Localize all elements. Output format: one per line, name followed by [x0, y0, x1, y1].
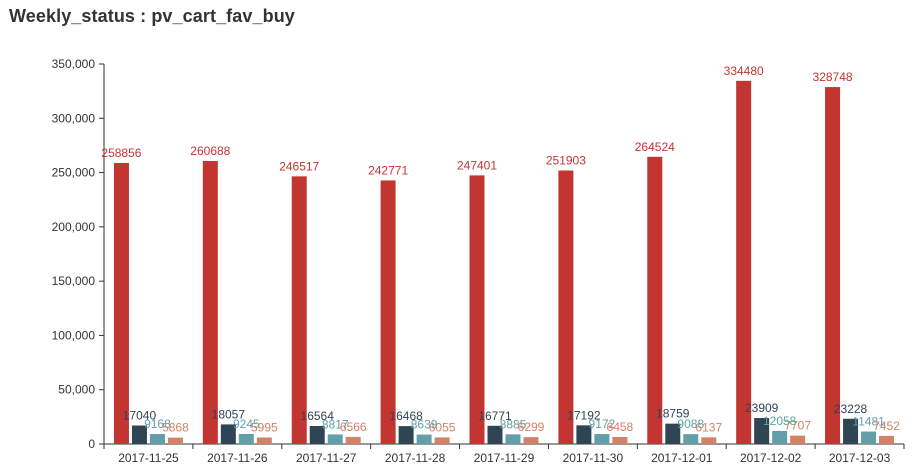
x-tick-label: 2017-11-25 — [118, 451, 179, 465]
data-label: 9245 — [233, 417, 260, 431]
data-label: 251903 — [546, 154, 586, 168]
y-tick-label: 0 — [88, 437, 95, 451]
data-label: 11481 — [852, 415, 885, 429]
bar-series-4-2017-11-30 — [612, 436, 628, 444]
bar-series-1-2017-11-30 — [558, 170, 574, 444]
data-label: 6055 — [429, 420, 456, 434]
y-tick-label: 350,000 — [52, 57, 96, 71]
data-label: 246517 — [279, 159, 319, 173]
bar-series-4-2017-11-29 — [523, 437, 539, 444]
y-tick-label: 150,000 — [52, 274, 96, 288]
x-tick-label: 2017-11-26 — [207, 451, 268, 465]
y-tick-label: 300,000 — [52, 111, 96, 125]
bar-series-4-2017-12-02 — [790, 435, 806, 444]
data-label: 328748 — [813, 70, 853, 84]
x-axis: 2017-11-25 2017-11-26 2017-11-27 2017-11-28… — [103, 443, 905, 465]
bar-series-3-2017-11-30 — [594, 434, 610, 444]
bar-series-3-2017-12-01 — [683, 434, 699, 444]
data-label: 5868 — [162, 421, 189, 435]
data-label: 17040 — [123, 408, 157, 422]
data-label: 18057 — [212, 407, 246, 421]
x-tick-label: 2017-12-03 — [829, 451, 891, 465]
data-label: 16564 — [301, 409, 335, 423]
bar-series-3-2017-11-25 — [149, 434, 165, 444]
bar-series — [113, 80, 895, 445]
bar-series-2-2017-12-01 — [665, 423, 681, 444]
y-axis: 0 50,000 100,000 150,000 200,000 250,000 300,0… — [52, 57, 105, 451]
x-tick-label: 2017-12-02 — [740, 451, 802, 465]
bar-series-2-2017-11-28 — [398, 426, 414, 444]
data-label: 6299 — [518, 420, 545, 434]
data-label: 7452 — [873, 419, 900, 433]
data-label: 6566 — [340, 420, 367, 434]
bar-series-1-2017-11-25 — [113, 162, 129, 444]
data-label: 258856 — [101, 146, 141, 160]
y-tick-label: 250,000 — [52, 166, 96, 180]
data-label: 23909 — [745, 401, 779, 415]
y-tick-label: 100,000 — [52, 328, 96, 342]
x-tick-label: 2017-11-27 — [296, 451, 357, 465]
bar-series-3-2017-11-26 — [238, 433, 254, 444]
data-label: 260688 — [190, 144, 230, 158]
data-label: 8885 — [500, 417, 527, 431]
data-label: 264524 — [635, 140, 675, 154]
bar-series-4-2017-11-25 — [167, 437, 183, 444]
data-label: 334480 — [724, 64, 764, 78]
data-label: 6137 — [695, 420, 722, 434]
bar-series-2-2017-11-27 — [309, 426, 325, 444]
data-label: 9168 — [144, 417, 171, 431]
data-label: 17192 — [567, 408, 601, 422]
bar-series-1-2017-11-28 — [380, 180, 396, 445]
data-label: 8639 — [411, 418, 438, 432]
data-label: 7707 — [784, 419, 811, 433]
chart-title: Weekly_status : pv_cart_fav_buy — [9, 6, 295, 26]
y-tick-label: 50,000 — [58, 383, 95, 397]
data-label: 9172 — [589, 417, 616, 431]
x-tick-label: 2017-11-28 — [385, 451, 446, 465]
bar-series-2-2017-12-03 — [843, 418, 859, 444]
x-tick-label: 2017-11-29 — [474, 451, 535, 465]
bar-series-2-2017-11-29 — [487, 425, 503, 444]
bar-series-2-2017-12-02 — [754, 418, 770, 444]
bar-series-1-2017-12-03 — [825, 87, 841, 444]
data-label: 18759 — [656, 407, 690, 421]
y-tick-label: 200,000 — [52, 220, 96, 234]
bar-series-1-2017-11-29 — [469, 175, 485, 445]
bar-series-4-2017-11-28 — [434, 437, 450, 444]
x-tick-label: 2017-12-01 — [651, 451, 713, 465]
data-label: 6458 — [607, 420, 634, 434]
data-label: 247401 — [457, 158, 497, 172]
bar-series-3-2017-11-28 — [416, 434, 432, 444]
data-labels: 258856 260688 246517 242771 247401 251903 2645… — [101, 64, 900, 435]
bar-series-2-2017-11-30 — [576, 425, 592, 444]
bar-series-3-2017-11-27 — [327, 434, 343, 444]
bar-series-2-2017-11-26 — [220, 424, 236, 444]
data-label: 12058 — [763, 414, 797, 428]
bar-series-1-2017-11-26 — [202, 160, 218, 444]
bar-series-1-2017-11-27 — [291, 176, 307, 444]
data-label: 9088 — [677, 417, 704, 431]
bar-series-3-2017-12-03 — [861, 431, 877, 444]
data-label: 16468 — [389, 409, 423, 423]
bar-series-1-2017-12-01 — [647, 156, 663, 444]
bar-series-1-2017-12-02 — [736, 80, 752, 445]
bar-series-2-2017-11-25 — [131, 425, 147, 444]
data-label: 16771 — [478, 409, 512, 423]
bar-series-3-2017-11-29 — [505, 434, 521, 444]
data-label: 5995 — [251, 420, 278, 434]
bar-series-4-2017-11-26 — [256, 437, 272, 444]
bar-series-4-2017-11-27 — [345, 436, 361, 444]
data-label: 8817 — [322, 417, 349, 431]
data-label: 242771 — [368, 163, 408, 177]
data-label: 23228 — [834, 402, 868, 416]
bar-series-4-2017-12-01 — [701, 437, 717, 444]
x-tick-label: 2017-11-30 — [563, 451, 624, 465]
bar-series-4-2017-12-03 — [879, 435, 895, 444]
bar-series-3-2017-12-02 — [772, 430, 788, 444]
